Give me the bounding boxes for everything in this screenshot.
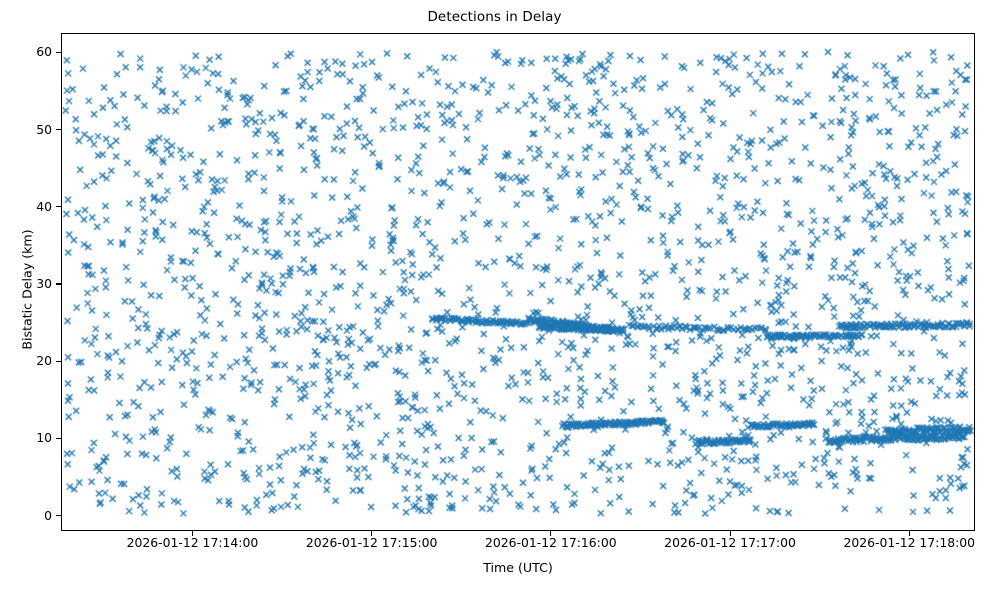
x-tick-mark: [550, 530, 552, 536]
x-tick-label: 2026-01-12 17:15:00: [305, 535, 438, 550]
y-tick-mark: [55, 283, 61, 285]
y-tick-label: 0: [44, 507, 52, 523]
y-tick-mark: [55, 360, 61, 362]
x-tick-mark: [729, 530, 731, 536]
x-tick-label: 2026-01-12 17:17:00: [664, 535, 796, 550]
x-tick-mark: [371, 530, 373, 536]
y-tick-mark: [55, 437, 61, 439]
scatter-points-layer: [62, 34, 974, 530]
x-tick-mark: [908, 530, 910, 536]
y-tick-label: 30: [36, 275, 52, 291]
x-tick-mark: [191, 530, 194, 536]
y-tick-label: 10: [36, 430, 52, 446]
y-tick-label: 20: [36, 352, 52, 368]
x-axis-label: Time (UTC): [483, 560, 553, 575]
page-title: Detections in Delay: [427, 9, 562, 25]
x-tick-label: 2026-01-12 17:18:00: [843, 535, 976, 550]
y-tick-mark: [55, 515, 61, 517]
y-tick-mark: [55, 206, 61, 208]
y-tick-label: 50: [36, 121, 52, 137]
y-tick-label: 40: [36, 198, 52, 214]
plot-area: [61, 33, 975, 531]
y-tick-mark: [55, 51, 61, 53]
x-tick-label: 2026-01-12 17:16:00: [485, 535, 617, 550]
y-tick-mark: [55, 129, 61, 131]
y-axis-ticks: 0 10 20 30 40 50 60: [0, 0, 52, 590]
y-tick-label: 60: [36, 44, 52, 60]
x-tick-label: 2026-01-12 17:14:00: [126, 535, 259, 550]
